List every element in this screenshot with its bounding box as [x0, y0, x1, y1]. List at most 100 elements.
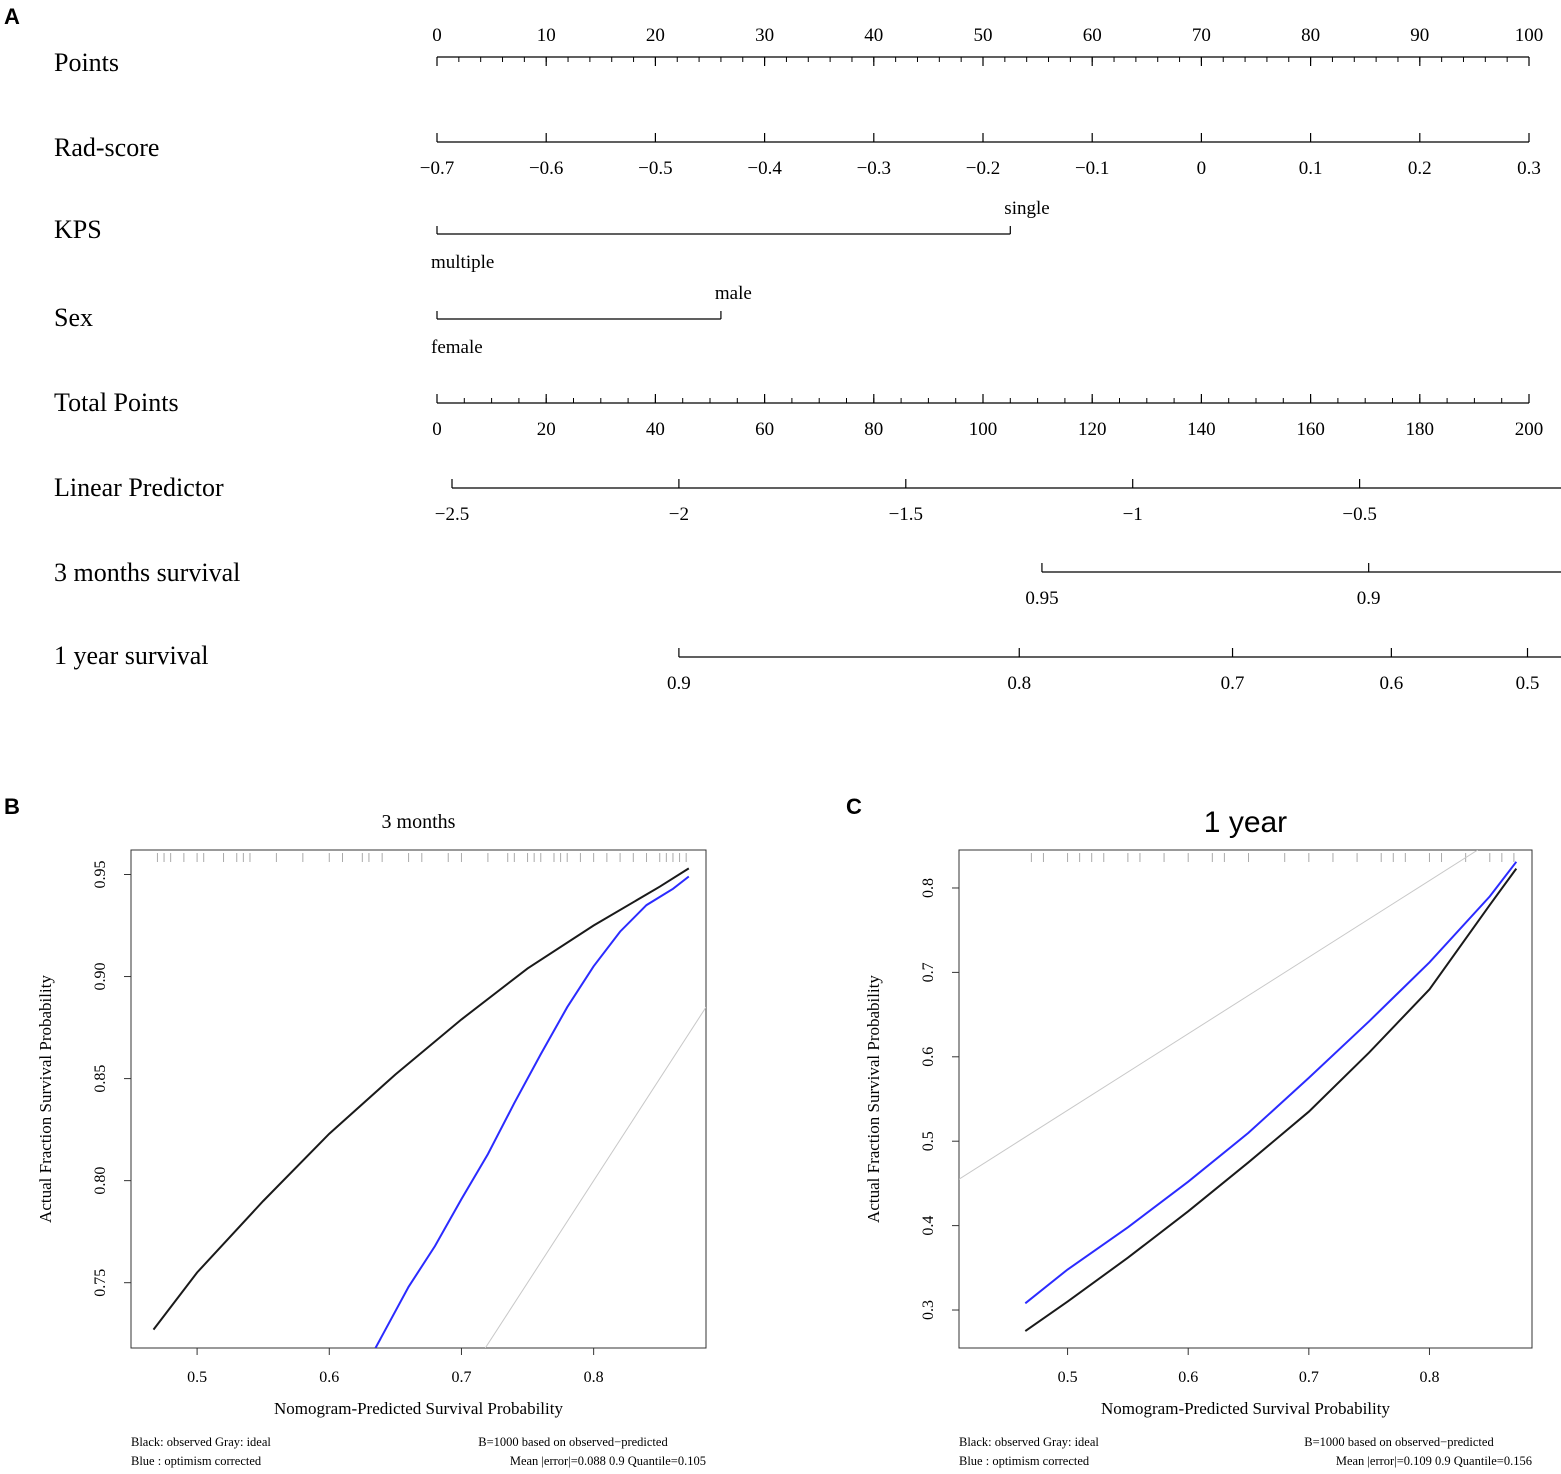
1-year-survival-tick-label: 0.8 — [1007, 673, 1031, 694]
panel-letter-b: B — [4, 794, 20, 819]
1-year-survival-tick-label: 0.6 — [1379, 673, 1403, 694]
x-tick-label: 0.7 — [1299, 1369, 1319, 1386]
points-tick-label: 20 — [646, 25, 665, 46]
legend-note: Black: observed Gray: ideal — [131, 1435, 271, 1449]
row-label-kps: KPS — [54, 215, 102, 244]
y-tick-label: 0.4 — [920, 1216, 937, 1236]
points-tick-label: 30 — [755, 25, 774, 46]
rad-score-tick-label: −0.5 — [638, 158, 672, 179]
series-line-observed — [152, 867, 690, 1331]
kps-level-label: single — [1004, 198, 1049, 219]
1-year-survival-tick-label: 0.9 — [667, 673, 691, 694]
rad-score-tick-label: −0.7 — [420, 158, 454, 179]
calibration-plot-3-months: 3 months 0.5 0.6 0.7 0.8 0.75 0.80 0.85 0.90 0.95… — [36, 811, 707, 1468]
total-points-tick-label: 180 — [1406, 419, 1435, 440]
row-label-1-year-survival: 1 year survival — [54, 641, 209, 670]
legend-note: Blue : optimism corrected — [959, 1454, 1090, 1468]
row-label-sex: Sex — [54, 303, 93, 332]
points-tick-label: 40 — [864, 25, 883, 46]
rad-score-tick-label: −0.1 — [1075, 158, 1109, 179]
3-months-survival-tick-label: 0.9 — [1357, 588, 1381, 609]
total-points-tick-label: 200 — [1515, 419, 1544, 440]
error-note: Mean |error|=0.088 0.9 Quantile=0.105 — [510, 1454, 706, 1468]
3-months-survival-tick-label: 0.95 — [1025, 588, 1058, 609]
legend-note: Black: observed Gray: ideal — [959, 1435, 1099, 1449]
points-tick-label: 100 — [1515, 25, 1544, 46]
points-tick-label: 80 — [1301, 25, 1320, 46]
x-tick-label: 0.5 — [187, 1369, 207, 1386]
total-points-tick-label: 120 — [1078, 419, 1107, 440]
series-line-ideal — [959, 850, 1478, 1180]
points-tick-label: 50 — [974, 25, 993, 46]
x-tick-label: 0.6 — [319, 1369, 339, 1386]
points-tick-label: 60 — [1083, 25, 1102, 46]
sex-level-label: male — [715, 283, 752, 304]
series-line-optimism-corrected — [1024, 861, 1518, 1305]
y-tick-label: 0.95 — [92, 860, 109, 888]
y-tick-label: 0.5 — [920, 1131, 937, 1151]
rad-score-tick-label: 0.2 — [1408, 158, 1432, 179]
y-tick-label: 0.90 — [92, 963, 109, 991]
method-note: B=1000 based on observed−predicted — [1304, 1435, 1494, 1449]
legend-note: Blue : optimism corrected — [131, 1454, 262, 1468]
row-label-points: Points — [54, 48, 119, 77]
series-line-observed — [1024, 868, 1518, 1332]
row-label-total-points: Total Points — [54, 388, 179, 417]
total-points-tick-label: 100 — [969, 419, 998, 440]
method-note: B=1000 based on observed−predicted — [478, 1435, 668, 1449]
calibration-plot-1-year: 1 year 0.5 0.6 0.7 0.8 0.3 0.4 0.5 0.6 0.7 0.8 Nomo… — [864, 806, 1533, 1468]
x-axis-label: Nomogram-Predicted Survival Probability — [274, 1399, 563, 1418]
x-tick-label: 0.7 — [451, 1369, 471, 1386]
row-label-rad-score: Rad-score — [54, 133, 159, 162]
total-points-tick-label: 0 — [432, 419, 442, 440]
rad-score-tick-label: 0.1 — [1299, 158, 1323, 179]
plot-frame — [958, 849, 1533, 1349]
linear-predictor-tick-label: −1.5 — [889, 504, 923, 525]
rad-score-tick-label: −0.3 — [857, 158, 891, 179]
y-axis-label: Actual Fraction Survival Probability — [36, 975, 55, 1223]
y-tick-label: 0.3 — [920, 1300, 937, 1320]
linear-predictor-tick-label: −2 — [669, 504, 689, 525]
points-tick-label: 0 — [432, 25, 442, 46]
panel-letter-c: C — [846, 794, 862, 819]
x-tick-label: 0.5 — [1058, 1369, 1078, 1386]
total-points-tick-label: 140 — [1187, 419, 1216, 440]
x-tick-label: 0.6 — [1178, 1369, 1198, 1386]
points-tick-label: 10 — [537, 25, 556, 46]
linear-predictor-tick-label: −2.5 — [435, 504, 469, 525]
kps-level-label: multiple — [431, 252, 494, 273]
total-points-tick-label: 60 — [755, 419, 774, 440]
points-tick-label: 90 — [1410, 25, 1429, 46]
y-tick-label: 0.8 — [920, 878, 937, 898]
1-year-survival-tick-label: 0.5 — [1516, 673, 1540, 694]
error-note: Mean |error|=0.109 0.9 Quantile=0.156 — [1336, 1454, 1532, 1468]
rad-score-tick-label: −0.2 — [966, 158, 1000, 179]
1-year-survival-tick-label: 0.7 — [1221, 673, 1245, 694]
y-tick-label: 0.85 — [92, 1065, 109, 1093]
points-tick-label: 70 — [1192, 25, 1211, 46]
x-tick-label: 0.8 — [1419, 1369, 1439, 1386]
linear-predictor-tick-label: −1 — [1123, 504, 1143, 525]
y-tick-label: 0.6 — [920, 1047, 937, 1067]
total-points-tick-label: 20 — [537, 419, 556, 440]
y-tick-label: 0.7 — [920, 962, 937, 982]
plot-frame — [130, 849, 707, 1349]
rad-score-tick-label: −0.6 — [529, 158, 563, 179]
total-points-tick-label: 160 — [1296, 419, 1325, 440]
x-axis-label: Nomogram-Predicted Survival Probability — [1101, 1399, 1390, 1418]
rad-score-tick-label: −0.4 — [747, 158, 782, 179]
total-points-tick-label: 40 — [646, 419, 665, 440]
row-label-3-months-survival: 3 months survival — [54, 558, 240, 587]
y-tick-label: 0.80 — [92, 1167, 109, 1195]
series-line-optimism-corrected — [374, 875, 690, 1348]
row-label-linear-predictor: Linear Predictor — [54, 473, 224, 502]
panel-letter-a: A — [4, 4, 20, 29]
total-points-tick-label: 80 — [864, 419, 883, 440]
y-tick-label: 0.75 — [92, 1269, 109, 1297]
sex-level-label: female — [431, 337, 483, 358]
linear-predictor-tick-label: −0.5 — [1342, 504, 1376, 525]
nomogram: Points 0 10 20 30 40 50 60 70 80 90 100 Rad-score −0.… — [54, 25, 1561, 694]
series-line-ideal — [484, 1006, 706, 1348]
rad-score-tick-label: 0 — [1197, 158, 1207, 179]
